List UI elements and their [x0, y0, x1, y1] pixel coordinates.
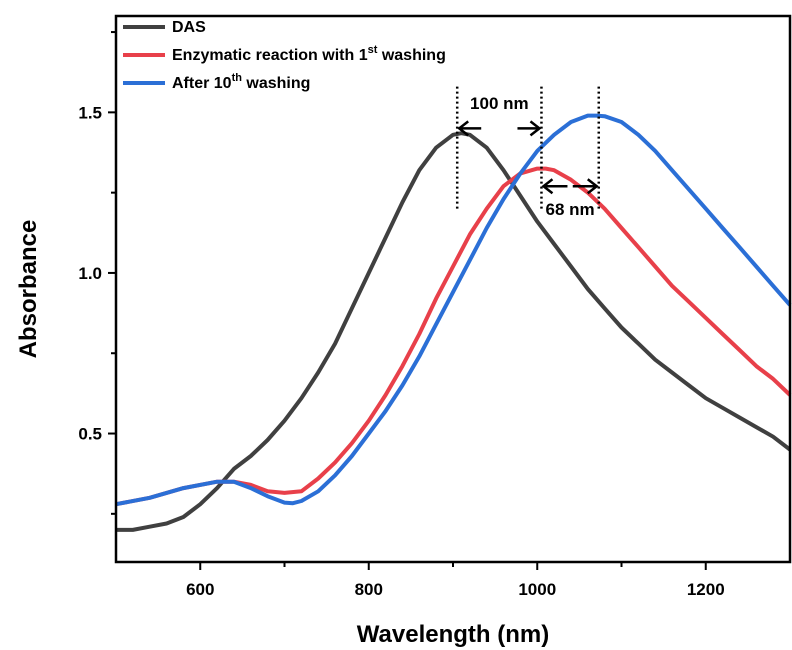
- annotation-layer: 100 nm 68 nm: [455, 86, 601, 219]
- annotation-68nm-label: 68 nm: [546, 200, 595, 219]
- y-tick-label: 1.0: [78, 264, 102, 283]
- y-tick-label: 1.5: [78, 103, 102, 122]
- arrow-100nm-right-head: [529, 120, 542, 137]
- x-tick-label: 600: [186, 580, 214, 599]
- x-tick-label: 1000: [518, 580, 556, 599]
- series-line-1: [115, 166, 792, 507]
- series-line-0: [116, 131, 792, 532]
- series-layer: [115, 113, 792, 532]
- axis-layer: 600 800 1000 1200 0.5 1.0 1.5: [78, 31, 725, 599]
- arrow-100nm-left-head: [457, 120, 469, 137]
- legend-label-2: After 10th washing: [172, 72, 310, 92]
- y-axis-title: Absorbance: [15, 220, 42, 359]
- x-tick-label: 1200: [687, 580, 725, 599]
- annotation-100nm-label: 100 nm: [470, 94, 529, 113]
- legend-label-1: Enzymatic reaction with 1st washing: [172, 44, 446, 64]
- x-axis-title: Wavelength (nm): [357, 621, 549, 648]
- arrow-68nm-right-head: [586, 178, 599, 195]
- series-line-2: [115, 113, 792, 507]
- y-tick-label: 0.5: [78, 425, 102, 444]
- legend-layer: DAS Enzymatic reaction with 1st washing Af…: [123, 19, 446, 92]
- legend-label-0: DAS: [172, 19, 206, 36]
- x-tick-label: 800: [355, 580, 383, 599]
- arrow-68nm-left-head: [541, 178, 554, 195]
